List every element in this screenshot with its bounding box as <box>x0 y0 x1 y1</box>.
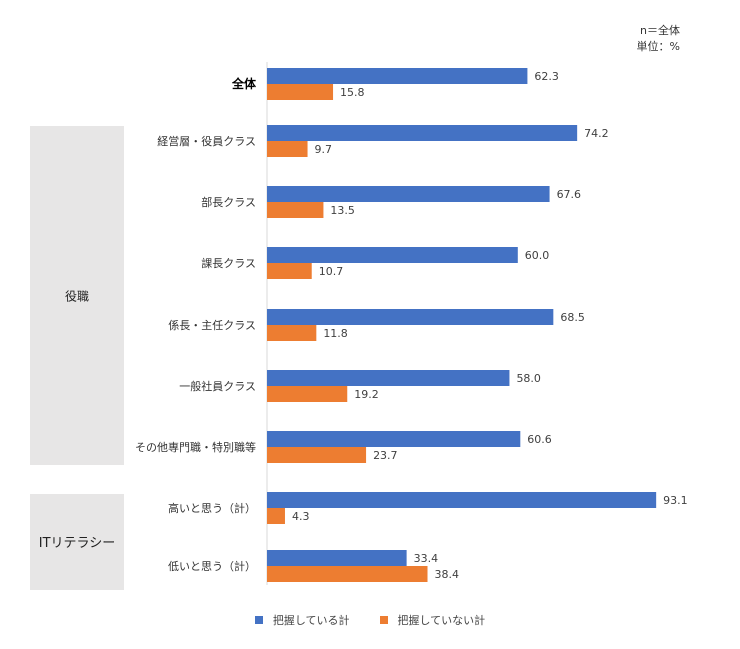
value-label: 38.4 <box>435 568 460 581</box>
value-label: 33.4 <box>414 552 439 565</box>
legend-swatch <box>254 616 263 624</box>
legend-item: 把握している計 <box>254 612 350 628</box>
bar-aware <box>267 431 521 447</box>
value-label: 60.0 <box>525 249 550 262</box>
bar-unaware <box>267 325 317 341</box>
bar-unaware <box>267 566 428 582</box>
value-label: 15.8 <box>340 86 365 99</box>
value-label: 67.6 <box>557 188 582 201</box>
category-label: 経営層・役員クラス <box>157 134 256 148</box>
value-label: 9.7 <box>315 143 333 156</box>
group-label: 役職 <box>65 289 89 304</box>
legend-label: 把握していない計 <box>397 614 486 627</box>
sample-note: n＝全体 <box>640 24 680 37</box>
bar-aware <box>267 492 657 508</box>
value-label: 13.5 <box>330 204 355 217</box>
category-label: 一般社員クラス <box>179 379 256 393</box>
bar-unaware <box>267 447 367 463</box>
category-label: その他専門職・特別職等 <box>135 440 256 454</box>
bar-unaware <box>267 84 334 100</box>
bar-aware <box>267 247 518 263</box>
bar-aware <box>267 309 554 325</box>
value-label: 11.8 <box>323 327 348 340</box>
legend-swatch <box>379 616 388 624</box>
value-label: 10.7 <box>319 265 344 278</box>
value-label: 58.0 <box>516 372 541 385</box>
legend-label: 把握している計 <box>272 614 350 627</box>
group-box-2 <box>30 494 124 590</box>
group-box-1 <box>30 126 124 465</box>
group-label: ITリテラシー <box>39 536 116 551</box>
bar-aware <box>267 68 528 84</box>
value-label: 62.3 <box>534 70 559 83</box>
value-label: 68.5 <box>560 311 585 324</box>
bar-unaware <box>267 202 324 218</box>
bar-unaware <box>267 508 285 524</box>
category-label: 高いと思う（計） <box>168 501 256 515</box>
legend-item: 把握していない計 <box>379 612 486 628</box>
category-label: 課長クラス <box>201 256 256 270</box>
category-label: 全体 <box>231 76 257 91</box>
value-label: 19.2 <box>354 388 379 401</box>
value-label: 74.2 <box>584 127 609 140</box>
category-label: 低いと思う（計） <box>168 559 256 573</box>
category-label: 部長クラス <box>201 195 256 209</box>
category-label: 係長・主任クラス <box>168 319 256 332</box>
bar-unaware <box>267 263 312 279</box>
value-label: 23.7 <box>373 449 398 462</box>
bar-aware <box>267 125 578 141</box>
bar-aware <box>267 550 407 566</box>
value-label: 93.1 <box>663 494 688 507</box>
legend: 把握している計 把握していない計 <box>0 612 740 628</box>
bar-aware <box>267 370 510 386</box>
bar-aware <box>267 186 550 202</box>
bar-unaware <box>267 141 308 157</box>
bar-unaware <box>267 386 348 402</box>
value-label: 60.6 <box>527 433 552 446</box>
value-label: 4.3 <box>292 510 310 523</box>
unit-note: 単位：% <box>636 40 680 53</box>
